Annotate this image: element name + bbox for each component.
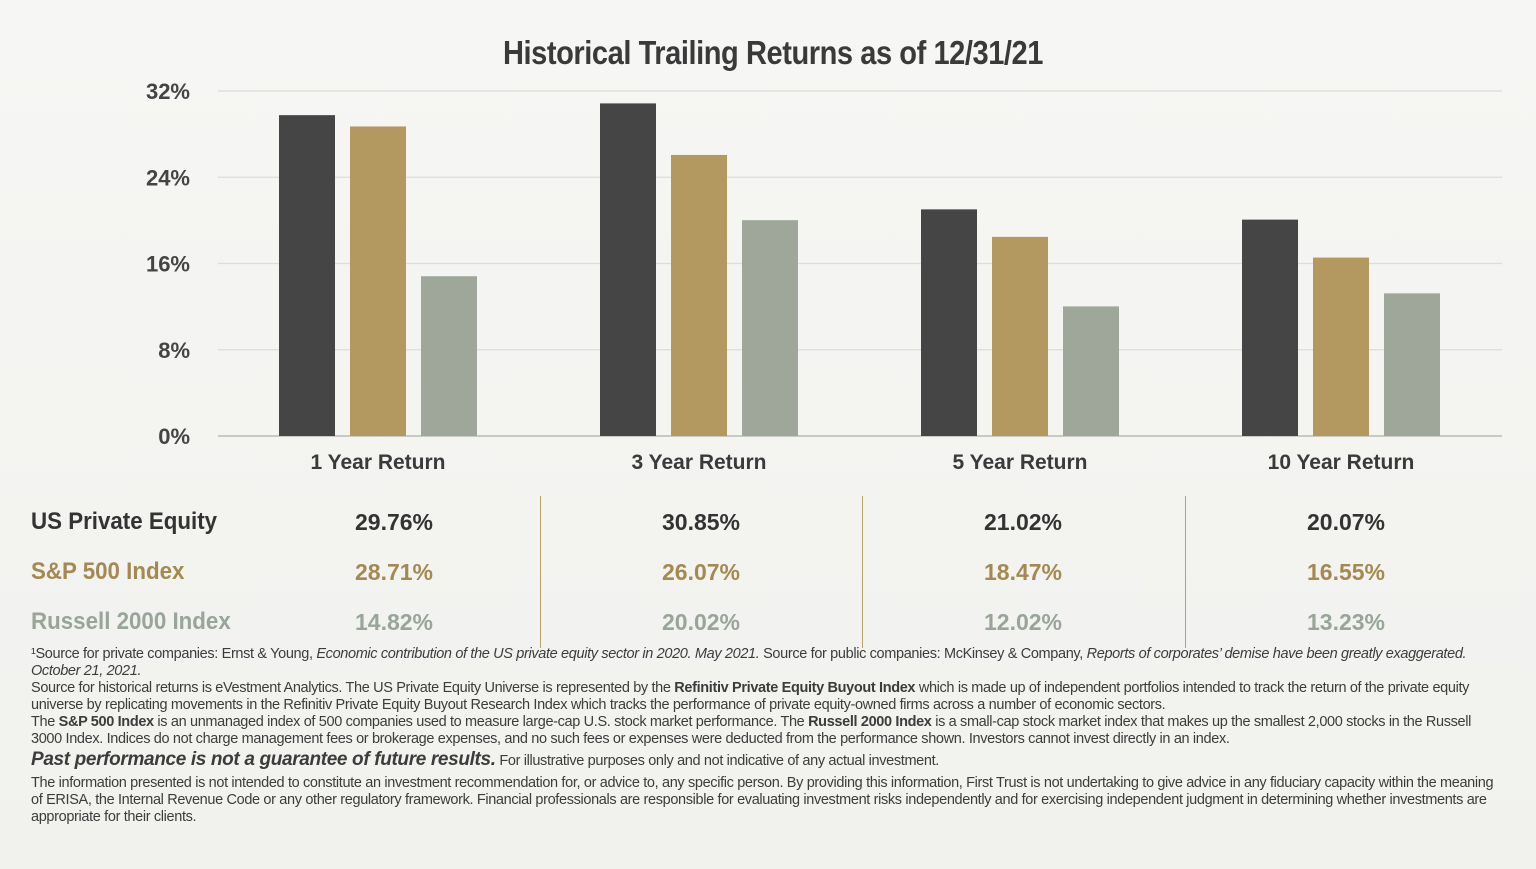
footnote-source-companies: ¹Source for private companies: Ernst & Y… <box>31 646 1503 680</box>
footnote-index-definitions: The S&P 500 Index is an unmanaged index … <box>31 714 1503 748</box>
past-performance-warning: Past performance is not a guarantee of f… <box>31 749 1503 772</box>
footnotes: ¹Source for private companies: Ernst & Y… <box>31 646 1503 826</box>
footnote-text: Source for historical returns is eVestme… <box>31 680 675 696</box>
y-tick-label: 24% <box>146 165 190 190</box>
footnote-text: Economic contribution of the US private … <box>316 646 760 662</box>
cell-sp-10yr: 16.55% <box>1306 559 1385 585</box>
y-tick-label: 0% <box>158 424 190 449</box>
footnote-source-returns: Source for historical returns is eVestme… <box>31 680 1503 714</box>
chart-title: Historical Trailing Returns as of 12/31/… <box>503 34 1043 71</box>
y-tick-label: 32% <box>146 79 190 104</box>
cell-pe-3yr: 30.85% <box>661 509 740 535</box>
cell-pe-5yr: 21.02% <box>983 509 1062 535</box>
footnote-text: The <box>31 714 59 730</box>
bar-russell-2000-index-2 <box>1063 306 1119 436</box>
cell-ru-5yr: 12.02% <box>983 609 1062 635</box>
x-tick-label: 1 Year Return <box>310 451 445 474</box>
footnote-text: For illustrative purposes only and not i… <box>495 753 939 769</box>
bar-russell-2000-index-1 <box>742 220 798 436</box>
bar-us-private-equity-2 <box>921 209 977 436</box>
cell-ru-10yr: 13.23% <box>1306 609 1385 635</box>
footnote-text: is an unmanaged index of 500 companies u… <box>153 714 809 730</box>
footnote-text: Reports of corporates’ demise have been … <box>31 646 1467 679</box>
x-tick-label: 5 Year Return <box>952 451 1087 474</box>
bar-s-p-500-index-0 <box>350 126 406 437</box>
cell-sp-1yr: 28.71% <box>354 559 433 585</box>
bar-us-private-equity-1 <box>600 103 656 436</box>
bar-s-p-500-index-3 <box>1313 257 1369 436</box>
column-divider <box>862 496 863 648</box>
column-divider <box>1185 496 1186 648</box>
cell-sp-5yr: 18.47% <box>983 559 1062 585</box>
x-tick-label: 10 Year Return <box>1268 451 1415 474</box>
y-tick-label: 8% <box>158 338 190 363</box>
bar-us-private-equity-3 <box>1242 219 1298 436</box>
disclaimer: The information presented is not intende… <box>31 775 1494 825</box>
y-tick-label: 16% <box>146 252 190 277</box>
footnote-text: Past performance is not a guarantee of f… <box>31 749 496 770</box>
bar-russell-2000-index-0 <box>421 276 477 436</box>
bar-chart: 0% 8% 16% 24% 32% 1 Year Return 3 Year Return 5… <box>146 79 1502 474</box>
row-label-russell-2000: Russell 2000 Index <box>31 608 231 635</box>
footnote-text: is a small-cap stock market index that m… <box>31 714 1471 747</box>
column-divider <box>540 496 541 648</box>
footnote-text: S&P 500 Index <box>58 714 154 730</box>
cell-ru-1yr: 14.82% <box>354 609 433 635</box>
bar-us-private-equity-0 <box>279 115 335 437</box>
cell-ru-3yr: 20.02% <box>661 609 740 635</box>
footnote-text: Russell 2000 Index <box>808 714 932 730</box>
x-tick-label: 3 Year Return <box>631 451 766 474</box>
footnote-text: Refinitiv Private Equity Buyout Index <box>674 680 916 696</box>
footnote-text: ¹Source for private companies: Ernst & Y… <box>31 646 317 662</box>
bar-s-p-500-index-1 <box>671 154 727 437</box>
cell-sp-3yr: 26.07% <box>661 559 740 585</box>
footnote-text: Source for public companies: McKinsey & … <box>759 646 1087 662</box>
row-label-sp500: S&P 500 Index <box>31 558 185 585</box>
row-label-us-private-equity: US Private Equity <box>31 508 218 535</box>
bar-russell-2000-index-3 <box>1384 293 1440 436</box>
footnote-text: which is made up of independent portfoli… <box>31 680 1470 713</box>
returns-table: US Private Equity S&P 500 Index Russell … <box>0 496 1536 648</box>
bar-s-p-500-index-2 <box>992 236 1048 436</box>
cell-pe-10yr: 20.07% <box>1306 509 1385 535</box>
cell-pe-1yr: 29.76% <box>354 509 433 535</box>
